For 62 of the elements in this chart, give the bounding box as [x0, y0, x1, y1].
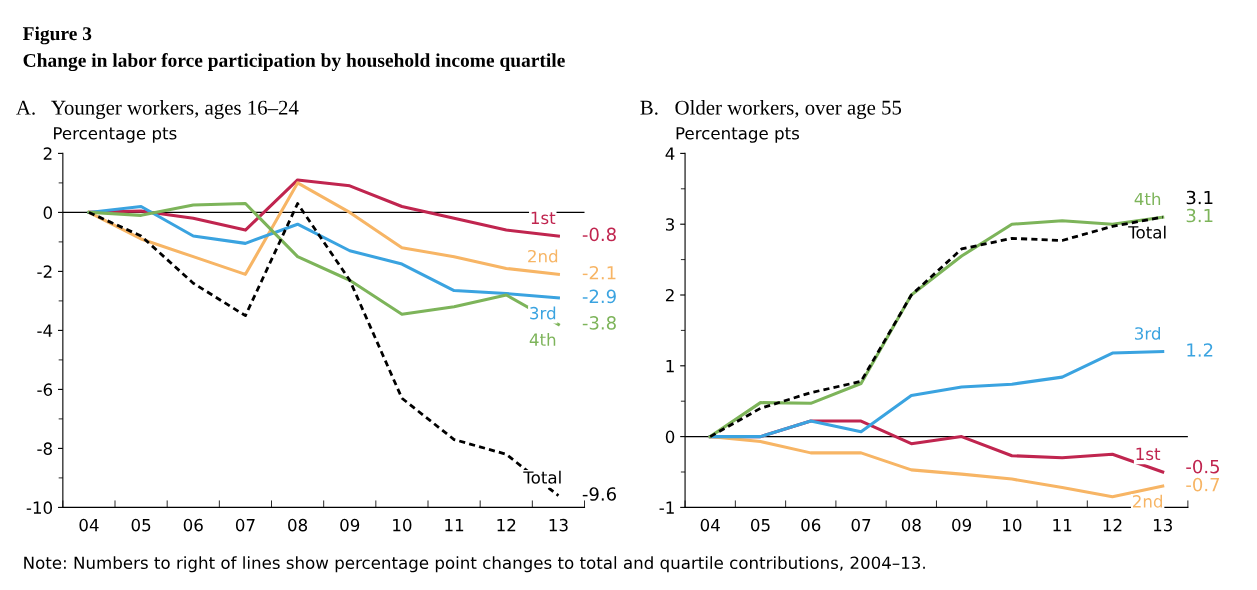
y-tick-label: 2 [43, 147, 52, 160]
y-tick-label: -6 [37, 383, 53, 396]
x-tick-label: 10 [1003, 518, 1022, 532]
x-tick-label: 12 [497, 518, 516, 532]
y-tick-label: 4 [665, 147, 675, 160]
x-tick-label: 11 [1053, 519, 1072, 532]
y-axis-title: Percentage pts [54, 127, 177, 143]
x-tick-label: 04 [700, 518, 720, 532]
line-series [87, 181, 560, 276]
series-label: 3rd [530, 306, 556, 320]
x-tick-label: 06 [801, 518, 821, 532]
y-tick-label: -8 [37, 442, 52, 455]
text: Change in labor force participation by household income quartile [23, 53, 565, 72]
data-label: 3.1 [1186, 190, 1213, 205]
x-tick-label: 11 [445, 519, 464, 532]
series-label: 4th [529, 333, 556, 346]
data-label: -0.8 [582, 227, 616, 242]
x-tick-label: 05 [131, 518, 151, 532]
x-tick-label: 07 [851, 518, 871, 532]
y-tick-label: -10 [26, 501, 53, 514]
x-tick-label: 09 [340, 518, 360, 532]
y-tick-label: 1 [666, 359, 674, 373]
text: Note: Numbers to right of lines show percentage point changes to total and quartile contributions, 2004–13. [24, 556, 925, 573]
x-tick-label: 13 [549, 518, 568, 532]
x-tick-label: 07 [235, 518, 255, 532]
series-label: 4th [1134, 192, 1161, 206]
chart-title: B. Older workers, over age 55 [640, 100, 902, 120]
series-label: 1st [1136, 447, 1161, 461]
x-tick-label: 05 [750, 518, 770, 532]
x-tick-label: 13 [1153, 518, 1172, 532]
y-tick-label: -2 [37, 265, 52, 278]
x-tick-label: 04 [79, 518, 99, 532]
y-tick-label: 2 [665, 288, 674, 302]
x-tick-label: 06 [183, 518, 203, 532]
series-label: 3rd [1135, 326, 1160, 340]
y-tick-label: 0 [43, 206, 53, 219]
data-label: -0.7 [1186, 477, 1220, 492]
data-label: -2.1 [582, 265, 616, 280]
data-label: -2.9 [582, 289, 616, 304]
x-tick-label: 08 [901, 518, 921, 532]
line-series [87, 202, 560, 327]
series-label: Total [523, 470, 561, 484]
x-tick-label: 08 [288, 518, 308, 532]
y-axis-title: Percentage pts [676, 127, 800, 143]
y-tick-label: -4 [37, 324, 53, 337]
chart-title: A. Younger workers, ages 16–24 [16, 100, 299, 120]
y-tick-label: 3 [666, 218, 675, 231]
x-tick-label: 12 [1103, 518, 1122, 532]
series-label: Total [1128, 225, 1166, 239]
y-tick-label: -1 [659, 501, 674, 514]
data-label: -0.5 [1186, 459, 1219, 474]
x-tick-label: 09 [952, 518, 972, 532]
series-label: 2nd [528, 249, 558, 263]
caption: Figure 3 [22, 26, 92, 45]
data-label: 1.2 [1187, 343, 1213, 357]
data-label: 3.1 [1186, 208, 1213, 223]
x-tick-label: 10 [393, 518, 412, 532]
data-label: -3.8 [582, 316, 616, 330]
data-label: -9.6 [582, 487, 616, 501]
series-label: 2nd [1132, 494, 1162, 508]
y-tick-label: 0 [665, 430, 675, 444]
series-label: 1st [531, 211, 556, 225]
